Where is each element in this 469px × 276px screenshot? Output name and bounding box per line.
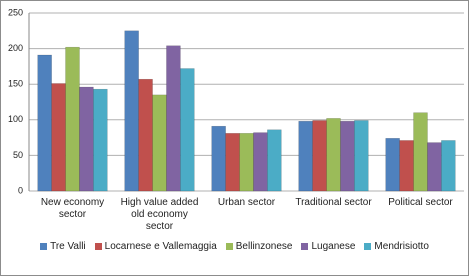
bar <box>326 118 341 192</box>
y-tick-label: 250 <box>8 7 23 17</box>
x-tick-label: Political sector <box>388 197 453 208</box>
legend-label: Locarnese e Vallemaggia <box>104 241 217 252</box>
legend-label: Bellinzonese <box>235 241 293 252</box>
bar <box>340 120 355 192</box>
bar <box>166 45 181 192</box>
bar <box>37 54 52 192</box>
bar <box>124 30 139 192</box>
legend-label: Tre Valli <box>50 241 86 252</box>
bar <box>413 112 428 192</box>
legend-item: Mendrisiotto <box>364 241 429 252</box>
y-tick-label: 0 <box>18 185 23 195</box>
bar <box>399 140 414 192</box>
bar <box>225 133 240 192</box>
legend-swatch <box>94 243 102 250</box>
bar <box>267 129 282 192</box>
bar <box>298 120 313 192</box>
legend-swatch <box>301 243 309 250</box>
bar <box>93 88 108 192</box>
bar <box>51 83 66 192</box>
bar <box>65 46 80 192</box>
legend-swatch <box>40 243 48 250</box>
bar <box>211 125 226 192</box>
y-tick-label: 50 <box>13 150 23 160</box>
bar <box>312 120 327 192</box>
legend-item: Tre Valli <box>40 241 86 252</box>
legend-label: Luganese <box>311 241 356 252</box>
bar <box>152 94 167 192</box>
legend-label: Mendrisiotto <box>374 241 429 252</box>
bar <box>354 120 369 192</box>
x-tick-label: Traditional sector <box>295 197 372 208</box>
legend-swatch <box>364 243 372 250</box>
bar <box>427 142 442 192</box>
bar <box>79 86 94 192</box>
legend-item: Locarnese e Vallemaggia <box>94 241 217 252</box>
legend-swatch <box>225 243 233 250</box>
bar <box>138 78 153 192</box>
y-tick-label: 200 <box>8 43 23 53</box>
bar <box>253 132 268 192</box>
x-tick-label: Urban sector <box>217 197 276 208</box>
bar <box>180 68 195 192</box>
y-tick-label: 100 <box>8 114 23 124</box>
x-tick-label: High value added old economy sector <box>120 197 199 232</box>
legend: Tre Valli Locarnese e Vallemaggia Bellinzo… <box>1 241 468 252</box>
y-tick-label: 150 <box>8 79 23 89</box>
legend-item: Bellinzonese <box>225 241 293 252</box>
legend-item: Luganese <box>301 241 355 252</box>
bar <box>239 133 254 192</box>
bar <box>441 140 456 192</box>
bar <box>385 138 400 192</box>
x-tick-label: New economy sector <box>40 197 105 220</box>
